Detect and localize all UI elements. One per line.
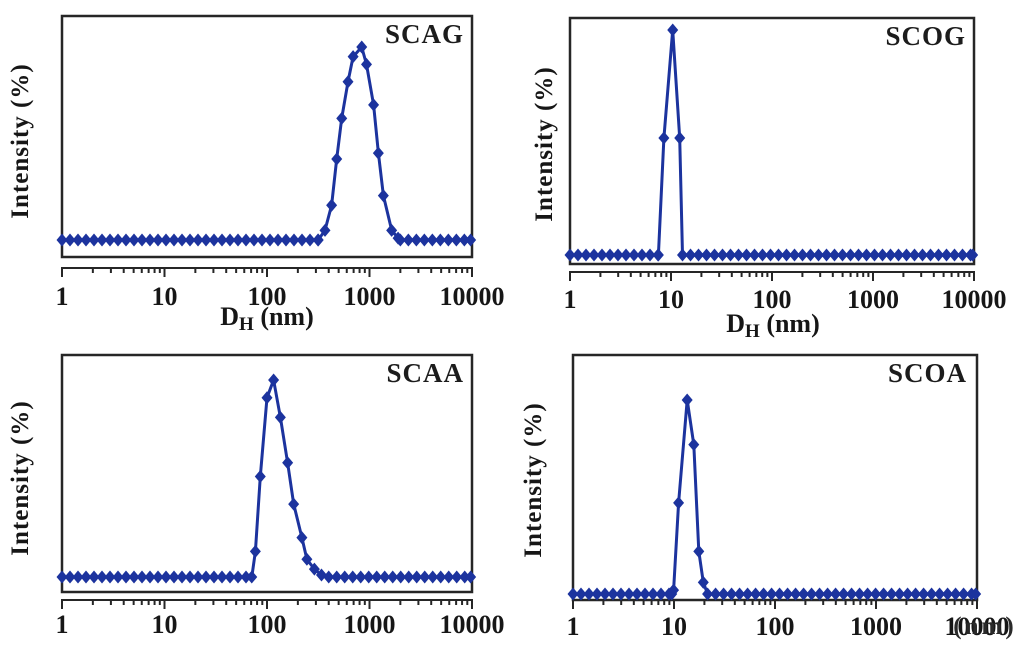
x-axis-ticks xyxy=(569,271,975,281)
x-tick-label: 100 xyxy=(247,282,287,311)
scoa-title: SCOA xyxy=(887,358,967,388)
x-tick-label: 1000 xyxy=(850,612,902,641)
dh-main: D xyxy=(220,302,240,331)
scog-title: SCOG xyxy=(885,21,966,51)
x-tick-overlap-text: (nm) xyxy=(953,613,1014,640)
x-tick-label: 1000 xyxy=(847,285,899,314)
x-tick-label: 10000 xyxy=(439,282,505,311)
dh-sub: H xyxy=(239,314,254,335)
x-axis-ticks xyxy=(61,599,473,609)
x-tick-label: 10000 xyxy=(439,610,505,639)
data-point-markers xyxy=(567,393,982,601)
plot-frame xyxy=(568,16,976,266)
x-axis-ticks xyxy=(572,599,978,609)
x-tick-label: 10 xyxy=(151,282,178,311)
x-tick-label: 1 xyxy=(55,610,69,639)
data-point-markers xyxy=(564,23,979,262)
scoa-y-axis-label: Intensity (%) xyxy=(520,402,547,558)
dh-unit: (nm) xyxy=(253,302,314,331)
x-tick-label: 100 xyxy=(752,285,792,314)
plot-frame xyxy=(571,353,979,602)
plot-frame xyxy=(60,14,474,259)
x-tick-label: 100 xyxy=(247,610,287,639)
x-tick-label: 10000 xyxy=(941,285,1007,314)
x-tick-label: 10 xyxy=(661,612,687,641)
x-tick-label: 1 xyxy=(55,282,69,311)
x-tick-label: 10 xyxy=(658,285,684,314)
x-tick-label: 10000 xyxy=(944,612,1010,641)
x-tick-label: 1 xyxy=(566,612,580,641)
x-tick-label: 100 xyxy=(755,612,795,641)
series-line xyxy=(573,398,976,596)
dh-unit: (nm) xyxy=(759,309,820,338)
x-tick-label: 10 xyxy=(151,610,178,639)
dh-main: D xyxy=(726,309,746,338)
x-tick-label: 1 xyxy=(563,285,577,314)
x-tick-label: 1000 xyxy=(343,610,396,639)
scag-title: SCAG xyxy=(384,19,464,49)
x-tick-label: 1000 xyxy=(343,282,396,311)
scog-x-axis-label: DH (nm) xyxy=(653,309,893,343)
plot-frame xyxy=(60,353,474,594)
scaa-title: SCAA xyxy=(386,358,464,388)
scag-x-axis-label: DH (nm) xyxy=(147,302,387,336)
dh-sub: H xyxy=(745,321,760,342)
data-point-markers xyxy=(56,40,477,247)
x-axis-ticks xyxy=(61,267,473,277)
data-point-markers xyxy=(56,373,477,584)
